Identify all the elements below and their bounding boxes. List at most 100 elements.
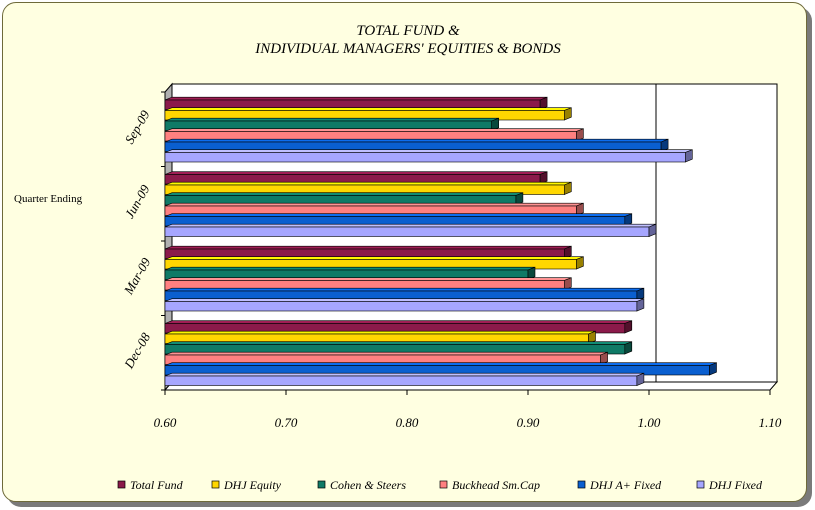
bar-end-face	[539, 171, 548, 185]
chart-title: TOTAL FUND & INDIVIDUAL MANAGERS' EQUITI…	[254, 23, 561, 57]
bar-end-face	[539, 96, 548, 110]
bar-top-face	[164, 181, 572, 186]
bar-end-face	[491, 117, 500, 131]
category-label: Sep-09	[122, 107, 153, 146]
bar-end-face	[660, 138, 669, 152]
legend-label: DHJ Equity	[223, 478, 282, 492]
bar-top-face	[164, 138, 669, 143]
bar-top-face	[164, 266, 536, 271]
bar-end-face	[636, 372, 645, 386]
x-tick-label: 0.90	[517, 415, 540, 430]
bar-sep-09-dhj-a-fixed	[164, 138, 669, 152]
bar-top-face	[164, 330, 596, 335]
bar-end-face	[588, 330, 596, 344]
bar-jun-09-dhj-a-fixed	[164, 213, 633, 227]
legend-swatch	[117, 480, 126, 489]
bar-top-face	[164, 128, 584, 132]
bar-top-face	[164, 171, 548, 175]
bar-top-face	[164, 223, 657, 228]
bar-top-face	[164, 298, 645, 302]
bar-top-face	[164, 372, 645, 377]
bar-end-face	[709, 362, 717, 376]
bar-top-face	[164, 192, 524, 196]
bar-end-face	[624, 213, 633, 227]
bar-front-face	[164, 152, 686, 163]
x-tick-label: 1.00	[638, 415, 661, 430]
bar-top-face	[164, 341, 632, 345]
bar-end-face	[515, 192, 524, 206]
y-axis-title: Quarter Ending	[14, 193, 83, 205]
bar-top-face	[164, 256, 584, 260]
chart-title-line-1: TOTAL FUND &	[356, 23, 460, 39]
bar-jun-09-cohen-steers	[164, 192, 524, 206]
x-tick-label: 1.10	[759, 415, 782, 430]
legend-swatch	[211, 480, 220, 489]
bar-mar-09-cohen-steers	[164, 266, 536, 280]
bar-dec-08-buckhead-sm-cap	[164, 351, 608, 365]
bar-sep-09-cohen-steers	[164, 117, 500, 131]
bar-end-face	[527, 266, 536, 280]
bar-front-face	[164, 226, 650, 237]
bar-end-face	[576, 128, 584, 142]
legend-label: Buckhead Sm.Cap	[452, 478, 540, 492]
legend-label: DHJ Fixed	[708, 478, 763, 492]
bar-end-face	[624, 320, 633, 334]
bar-dec-08-total-fund	[164, 320, 633, 334]
bar-end-face	[576, 256, 584, 270]
category-label: Dec-08	[121, 330, 154, 372]
bar-jun-09-dhj-equity	[164, 181, 572, 195]
legend-item-cohen-steers: Cohen & Steers	[317, 478, 406, 492]
bar-end-face	[684, 149, 693, 163]
category-label: Mar-09	[120, 255, 153, 298]
legend-swatch	[696, 480, 705, 489]
bar-top-face	[164, 287, 645, 292]
legend-item-dhj-equity: DHJ Equity	[211, 478, 282, 492]
bar-end-face	[563, 181, 572, 195]
bar-top-face	[164, 213, 632, 217]
bar-top-face	[164, 320, 632, 324]
bar-end-face	[636, 298, 645, 312]
bar-sep-09-dhj-equity	[164, 107, 572, 121]
bar-top-face	[164, 202, 584, 207]
bar-front-face	[164, 375, 638, 386]
legend-label: DHJ A+ Fixed	[589, 478, 662, 492]
bar-top-face	[164, 107, 572, 111]
bar-end-face	[563, 245, 572, 259]
bar-top-face	[164, 351, 608, 356]
legend-item-dhj-a-fixed: DHJ A+ Fixed	[577, 478, 662, 492]
bar-dec-08-dhj-fixed	[164, 372, 645, 386]
bar-sep-09-dhj-fixed	[164, 149, 693, 163]
legend-label: Total Fund	[130, 478, 184, 492]
category-label: Jun-09	[122, 182, 153, 221]
bar-top-face	[164, 362, 717, 366]
chart-title-line-2: INDIVIDUAL MANAGERS' EQUITIES & BONDS	[254, 41, 561, 57]
bar-top-face	[164, 149, 693, 153]
bar-end-face	[563, 277, 572, 291]
bar-jun-09-total-fund	[164, 171, 548, 185]
bar-mar-09-dhj-fixed	[164, 298, 645, 312]
legend-item-buckhead-sm-cap: Buckhead Sm.Cap	[439, 478, 540, 492]
bar-top-face	[164, 117, 499, 122]
bar-end-face	[576, 202, 584, 216]
bar-end-face	[636, 287, 645, 301]
bar-end-face	[648, 223, 657, 237]
bar-top-face	[164, 96, 548, 101]
legend-swatch	[439, 480, 448, 489]
bar-top-face	[164, 277, 572, 281]
legend-item-total-fund: Total Fund	[117, 478, 184, 492]
bar-jun-09-dhj-fixed	[164, 223, 657, 237]
bar-end-face	[600, 351, 608, 365]
x-tick-label: 0.70	[275, 415, 298, 430]
x-tick-label: 0.80	[396, 415, 419, 430]
legend: Total Fund DHJ Equity Cohen & Steers Buckhe…	[117, 478, 763, 492]
bar-dec-08-dhj-a-fixed	[164, 362, 717, 376]
legend-swatch	[577, 480, 586, 489]
legend-item-dhj-fixed: DHJ Fixed	[696, 478, 763, 492]
bar-top-face	[164, 245, 572, 250]
legend-swatch	[317, 480, 326, 489]
legend-label: Cohen & Steers	[330, 478, 406, 492]
bar-mar-09-dhj-a-fixed	[164, 287, 645, 301]
x-tick-label: 0.60	[154, 415, 177, 430]
bar-front-face	[164, 301, 638, 312]
